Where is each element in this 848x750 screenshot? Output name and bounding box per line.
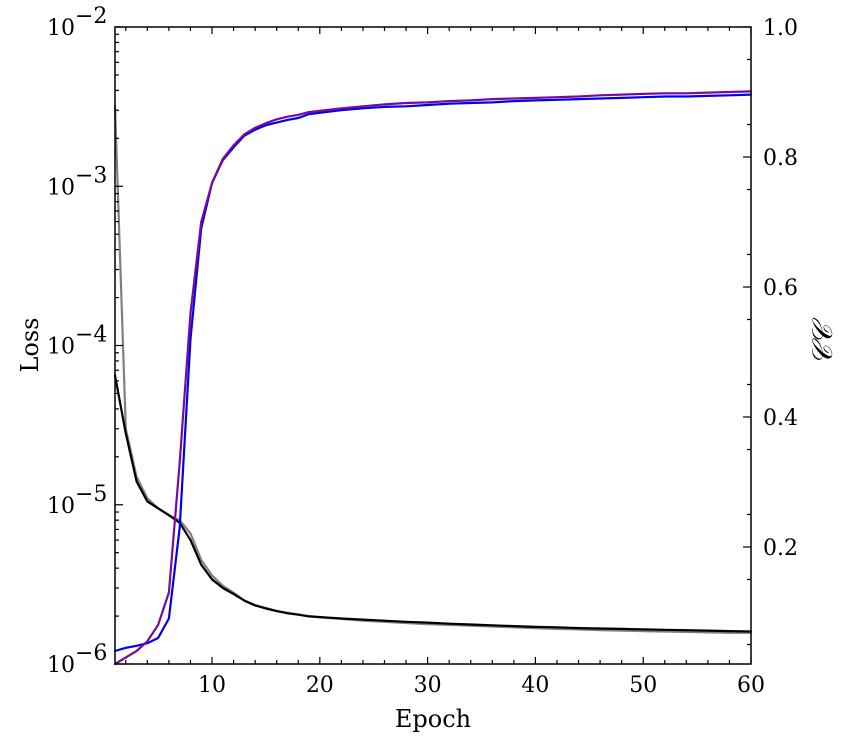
- y-left-tick-label: 10: [47, 16, 75, 41]
- x-tick-label: 50: [629, 673, 657, 698]
- y-left-tick-label: 10: [47, 653, 75, 678]
- series-layer: [113, 90, 753, 666]
- x-tick-label: 30: [414, 673, 442, 698]
- y-left-axis-title: Loss: [16, 317, 44, 372]
- plot-frame: [114, 26, 752, 665]
- y-left-tick-exponent: −6: [75, 641, 107, 666]
- y-left-tick-exponent: −2: [75, 4, 107, 29]
- x-tick-label: 10: [198, 673, 226, 698]
- x-axis-title: Epoch: [395, 705, 471, 733]
- y-left-tick-label: 10: [47, 335, 75, 360]
- ticks-layer: [115, 26, 752, 665]
- x-tick-label: 40: [521, 673, 549, 698]
- y-right-tick-label: 0.2: [763, 536, 798, 561]
- loss-black-line: [113, 374, 753, 633]
- y-right-tick-label: 0.6: [763, 276, 798, 301]
- cc-purple-line: [113, 90, 753, 666]
- y-right-tick-label: 0.8: [763, 146, 798, 171]
- y-left-tick-exponent: −4: [75, 323, 107, 348]
- y-right-tick-label: 0.4: [763, 406, 798, 431]
- y-left-tick-label: 10: [47, 494, 75, 519]
- y-left-tick-exponent: −3: [75, 163, 107, 188]
- y-right-tick-label: 1.0: [763, 16, 798, 41]
- y-right-axis-title: 𝒞𝒞: [806, 317, 839, 365]
- y-left-tick-label: 10: [47, 175, 75, 200]
- x-tick-label: 20: [306, 673, 334, 698]
- x-tick-label: 60: [737, 673, 765, 698]
- y-left-tick-exponent: −5: [75, 482, 107, 507]
- cc-blue-line: [113, 93, 753, 653]
